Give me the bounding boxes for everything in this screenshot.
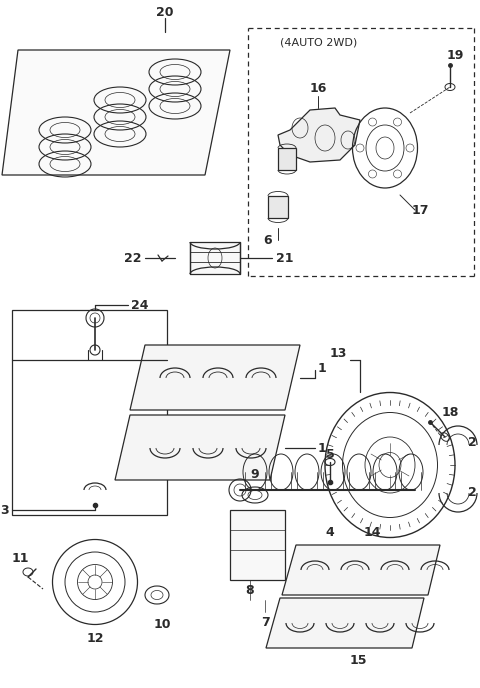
Text: 2: 2 xyxy=(468,486,476,499)
Text: 5: 5 xyxy=(325,449,335,462)
Text: 13: 13 xyxy=(329,347,347,360)
Text: 17: 17 xyxy=(411,204,429,217)
Bar xyxy=(12,310,167,515)
Text: 14: 14 xyxy=(363,526,381,539)
Text: 7: 7 xyxy=(261,616,269,629)
Text: 3: 3 xyxy=(0,504,9,517)
Text: 10: 10 xyxy=(153,619,171,632)
Text: 22: 22 xyxy=(124,252,142,264)
Text: 1: 1 xyxy=(318,442,326,455)
Bar xyxy=(268,196,288,218)
Text: 21: 21 xyxy=(276,252,294,264)
Polygon shape xyxy=(130,345,300,410)
Bar xyxy=(230,510,285,580)
Bar xyxy=(278,148,296,170)
Text: 4: 4 xyxy=(325,526,335,539)
Polygon shape xyxy=(278,108,360,162)
Text: 12: 12 xyxy=(86,632,104,645)
Polygon shape xyxy=(2,50,230,175)
Polygon shape xyxy=(115,415,285,480)
Text: 9: 9 xyxy=(251,469,259,482)
Text: 6: 6 xyxy=(264,233,272,246)
Text: 18: 18 xyxy=(441,405,459,418)
Bar xyxy=(190,242,240,274)
Text: 24: 24 xyxy=(131,299,149,312)
Text: 15: 15 xyxy=(349,654,367,667)
Text: 19: 19 xyxy=(446,48,464,61)
Polygon shape xyxy=(266,598,424,648)
Text: 2: 2 xyxy=(468,436,476,449)
Text: 20: 20 xyxy=(156,6,174,19)
Text: 11: 11 xyxy=(11,552,29,564)
Polygon shape xyxy=(282,545,440,595)
Text: 16: 16 xyxy=(309,81,327,94)
Text: (4AUTO 2WD): (4AUTO 2WD) xyxy=(280,37,357,47)
Text: 1: 1 xyxy=(318,361,326,374)
Text: 8: 8 xyxy=(246,583,254,596)
